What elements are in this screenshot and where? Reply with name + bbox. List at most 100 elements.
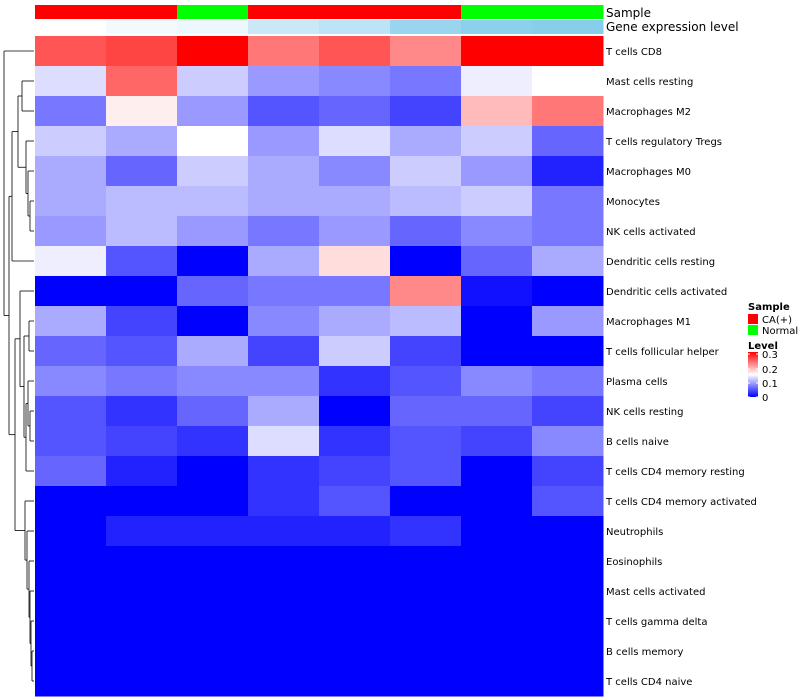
heatmap-cell xyxy=(248,396,320,427)
heatmap-cell xyxy=(177,336,249,367)
heatmap-cell xyxy=(390,336,462,367)
heatmap-cell xyxy=(319,666,391,697)
heatmap-cell xyxy=(248,156,320,187)
legend: Sample CA(+) Normal Level 0.3 0.2 0.1 0 xyxy=(748,302,798,404)
heatmap-cell xyxy=(532,156,604,187)
heatmap-cell xyxy=(106,666,178,697)
heatmap-cell xyxy=(319,636,391,667)
row-label: Dendritic cells resting xyxy=(606,257,715,268)
heatmap-cell xyxy=(319,66,391,97)
heatmap-cell xyxy=(390,426,462,457)
heatmap-cells xyxy=(35,36,604,697)
heatmap-cell xyxy=(177,486,249,517)
heatmap-cell xyxy=(390,306,462,337)
heatmap-cell xyxy=(177,516,249,547)
heatmap-cell xyxy=(106,186,178,217)
sample-annotation-cell xyxy=(390,5,462,19)
heatmap-cell xyxy=(461,216,533,247)
heatmap-cell xyxy=(35,486,107,517)
heatmap-cell xyxy=(35,276,107,307)
heatmap-cell xyxy=(35,456,107,487)
heatmap-cell xyxy=(532,246,604,277)
heatmap-cell xyxy=(106,396,178,427)
heatmap-cell xyxy=(532,666,604,697)
heatmap-cell xyxy=(390,456,462,487)
gene-expression-annotation-cell xyxy=(35,20,107,34)
heatmap-cell xyxy=(461,636,533,667)
heatmap-cell xyxy=(461,36,533,67)
row-label: T cells CD4 naive xyxy=(605,677,692,688)
heatmap-cell xyxy=(35,246,107,277)
heatmap-cell xyxy=(319,546,391,577)
heatmap-cell xyxy=(106,486,178,517)
gene-expression-annotation-cell xyxy=(106,20,178,34)
heatmap-cell xyxy=(35,606,107,637)
heatmap-cell xyxy=(319,606,391,637)
heatmap-cell xyxy=(390,246,462,277)
heatmap-cell xyxy=(35,636,107,667)
heatmap-cell xyxy=(248,66,320,97)
heatmap-cell xyxy=(319,486,391,517)
heatmap-cell xyxy=(319,156,391,187)
heatmap-cell xyxy=(106,546,178,577)
heatmap-cell xyxy=(461,96,533,127)
heatmap-cell xyxy=(35,516,107,547)
legend-swatch-ca xyxy=(748,314,758,324)
heatmap-cell xyxy=(248,336,320,367)
level-tick-0: 0.3 xyxy=(762,350,778,361)
sample-annotation-title: Sample xyxy=(606,6,651,20)
heatmap-cell xyxy=(319,396,391,427)
row-label: B cells memory xyxy=(606,647,683,658)
heatmap-cell xyxy=(106,576,178,607)
heatmap-cell xyxy=(177,576,249,607)
heatmap-cell xyxy=(532,36,604,67)
heatmap-cell xyxy=(35,426,107,457)
heatmap-cell xyxy=(532,486,604,517)
heatmap-cell xyxy=(177,306,249,337)
heatmap-cell xyxy=(177,66,249,97)
heatmap-cell xyxy=(35,126,107,157)
level-tick-1: 0.2 xyxy=(762,365,778,376)
gene-expression-annotation-cell xyxy=(177,20,249,34)
heatmap-cell xyxy=(248,606,320,637)
heatmap-cell xyxy=(461,156,533,187)
heatmap-cell xyxy=(390,576,462,607)
heatmap-cell xyxy=(177,546,249,577)
heatmap-cell xyxy=(35,156,107,187)
row-label: Macrophages M1 xyxy=(606,317,691,328)
heatmap-cell xyxy=(177,126,249,157)
heatmap-cell xyxy=(461,576,533,607)
heatmap-cell xyxy=(248,216,320,247)
heatmap-cell xyxy=(106,246,178,277)
sample-annotation-cell xyxy=(319,5,391,19)
heatmap-cell xyxy=(532,186,604,217)
heatmap-cell xyxy=(461,396,533,427)
level-tick-2: 0.1 xyxy=(762,379,778,390)
row-label: Monocytes xyxy=(606,197,660,208)
heatmap-cell xyxy=(390,366,462,397)
row-label: Macrophages M2 xyxy=(606,107,691,118)
heatmap-cell xyxy=(532,516,604,547)
row-label: T cells CD4 memory resting xyxy=(605,467,745,478)
sample-annotation-cell xyxy=(248,5,320,19)
legend-label-ca: CA(+) xyxy=(762,315,792,326)
heatmap-cell xyxy=(106,156,178,187)
row-label: Dendritic cells activated xyxy=(606,287,727,298)
heatmap-cell xyxy=(106,216,178,247)
heatmap-cell xyxy=(319,426,391,457)
heatmap-cell xyxy=(461,546,533,577)
heatmap-cell xyxy=(461,366,533,397)
heatmap-cell xyxy=(106,456,178,487)
heatmap-cell xyxy=(461,246,533,277)
heatmap-cell xyxy=(319,336,391,367)
heatmap-cell xyxy=(390,216,462,247)
heatmap-cell xyxy=(106,306,178,337)
row-label: Plasma cells xyxy=(606,377,668,388)
heatmap-cell xyxy=(35,336,107,367)
heatmap-cell xyxy=(248,366,320,397)
heatmap-cell xyxy=(461,486,533,517)
heatmap-cell xyxy=(177,216,249,247)
heatmap-cell xyxy=(461,606,533,637)
row-label: T cells regulatory Tregs xyxy=(605,137,722,148)
level-ticks xyxy=(748,353,758,398)
